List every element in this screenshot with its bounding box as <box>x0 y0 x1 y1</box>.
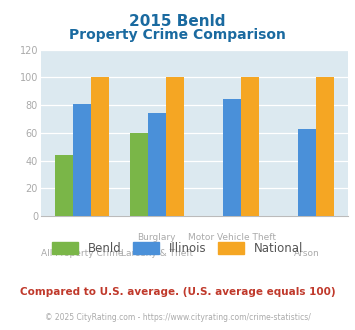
Text: Arson: Arson <box>294 249 320 258</box>
Bar <box>148 114 166 216</box>
Bar <box>55 155 73 216</box>
Text: Burglary: Burglary <box>138 233 176 242</box>
Bar <box>166 77 184 216</box>
Bar <box>316 77 334 216</box>
Text: Compared to U.S. average. (U.S. average equals 100): Compared to U.S. average. (U.S. average … <box>20 287 335 297</box>
Bar <box>130 133 148 216</box>
Bar <box>298 129 316 216</box>
Text: © 2025 CityRating.com - https://www.cityrating.com/crime-statistics/: © 2025 CityRating.com - https://www.city… <box>45 313 310 322</box>
Bar <box>73 104 91 216</box>
Text: Property Crime Comparison: Property Crime Comparison <box>69 28 286 42</box>
Legend: Benld, Illinois, National: Benld, Illinois, National <box>48 237 307 260</box>
Bar <box>223 100 241 216</box>
Bar <box>91 77 109 216</box>
Text: All Property Crime: All Property Crime <box>40 249 123 258</box>
Text: Larceny & Theft: Larceny & Theft <box>121 249 193 258</box>
Bar <box>241 77 259 216</box>
Text: Motor Vehicle Theft: Motor Vehicle Theft <box>188 233 276 242</box>
Text: 2015 Benld: 2015 Benld <box>129 14 226 29</box>
